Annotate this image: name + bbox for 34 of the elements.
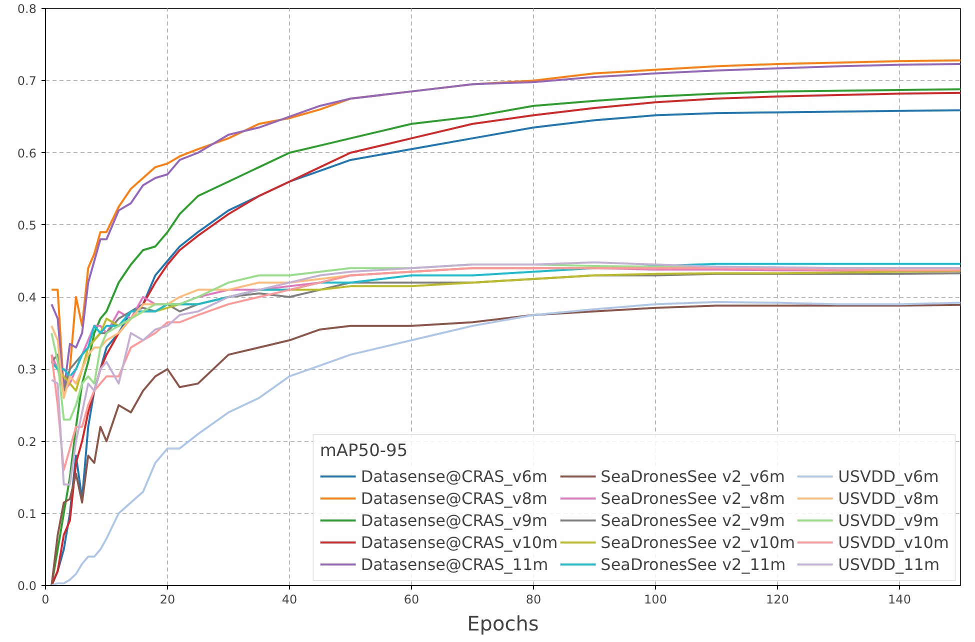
- y-tick-label: 0.0: [17, 579, 37, 593]
- y-tick-label: 0.7: [17, 74, 37, 88]
- x-tick-label: 120: [766, 592, 789, 606]
- y-tick-label: 0.8: [17, 2, 37, 16]
- legend-label: SeaDronesSee v2_v10m: [600, 532, 796, 552]
- legend-label: Datasense@CRAS_11m: [360, 554, 548, 574]
- x-tick-label: 20: [160, 592, 176, 606]
- legend-label: SeaDronesSee v2_11m: [600, 554, 786, 574]
- y-tick-label: 0.3: [17, 362, 37, 377]
- legend-title: mAP50-95: [320, 441, 409, 461]
- legend-label: USVDD_v9m: [838, 510, 939, 530]
- y-tick-label: 0.5: [17, 218, 37, 232]
- legend-label: USVDD_v8m: [838, 488, 939, 508]
- y-tick-label: 0.4: [17, 290, 37, 304]
- legend-label: SeaDronesSee v2_v6m: [600, 466, 785, 486]
- x-tick-label: 140: [888, 592, 911, 606]
- x-tick-label: 0: [42, 592, 50, 606]
- y-tick-label: 0.6: [17, 146, 37, 160]
- legend-label: Datasense@CRAS_v8m: [360, 488, 548, 508]
- x-tick-label: 40: [282, 592, 298, 606]
- legend-label: Datasense@CRAS_v6m: [360, 466, 548, 486]
- y-tick-label: 0.2: [17, 434, 37, 449]
- legend-label: Datasense@CRAS_v10m: [360, 532, 558, 552]
- x-axis-title: Epochs: [467, 612, 539, 636]
- x-tick-label: 60: [404, 592, 420, 606]
- legend-label: USVDD_v6m: [838, 466, 939, 486]
- x-tick-label: 80: [526, 592, 542, 606]
- legend-label: SeaDronesSee v2_v8m: [600, 488, 785, 508]
- legend-label: USVDD_v10m: [838, 532, 949, 552]
- y-tick-label: 0.1: [17, 506, 37, 521]
- x-tick-label: 100: [644, 592, 667, 606]
- legend-label: SeaDronesSee v2_v9m: [600, 510, 785, 530]
- legend-label: Datasense@CRAS_v9m: [360, 510, 548, 530]
- legend-label: USVDD_11m: [838, 554, 940, 574]
